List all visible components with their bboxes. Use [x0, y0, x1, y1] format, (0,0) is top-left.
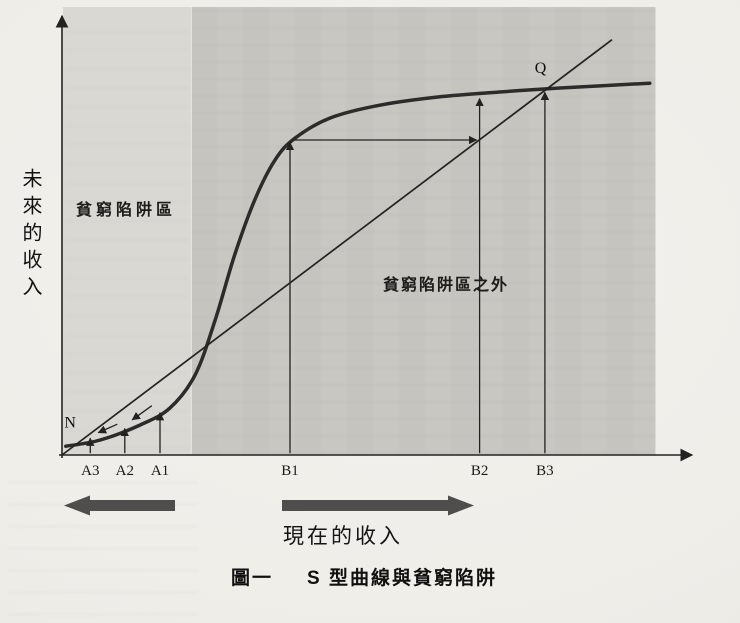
x-tick-label-b2: B2	[471, 463, 489, 479]
tick-and-point-labels: A3 A2 A1 B1 B2 B3 N Q	[64, 60, 553, 479]
region-outside-poverty-trap	[191, 7, 656, 455]
x-tick-label-a2: A2	[116, 463, 134, 479]
figure-caption: 圖一 S 型曲線與貧窮陷阱	[231, 563, 497, 590]
left-direction-arrow-icon	[64, 495, 175, 516]
arrow-converge-to-n-2	[97, 423, 118, 434]
region-poverty-trap	[63, 7, 191, 455]
x-tick-label-b3: B3	[536, 463, 554, 479]
x-tick-label-a1: A1	[151, 463, 169, 479]
x-tick-label-b1: B1	[281, 463, 299, 479]
point-label-n: N	[64, 415, 76, 432]
shaded-regions	[63, 7, 656, 455]
right-direction-arrow-icon	[282, 495, 474, 516]
outside-poverty-trap-region-label: 貧窮陷阱區之外	[383, 277, 510, 294]
y-axis-label: 未來的收入	[19, 168, 41, 303]
arrow-converge-to-n-1	[131, 405, 153, 421]
figure-title: S 型曲線與貧窮陷阱	[307, 568, 497, 589]
figure-number: 圖一	[231, 568, 274, 589]
point-label-q: Q	[535, 60, 547, 77]
diagonal-45-line	[61, 39, 613, 456]
dynamics-arrows	[86, 91, 550, 454]
poverty-trap-region-label: 貧窮陷阱區	[76, 202, 177, 219]
x-axis-label: 現在的收入	[283, 525, 403, 548]
x-tick-label-a3: A3	[81, 463, 99, 479]
